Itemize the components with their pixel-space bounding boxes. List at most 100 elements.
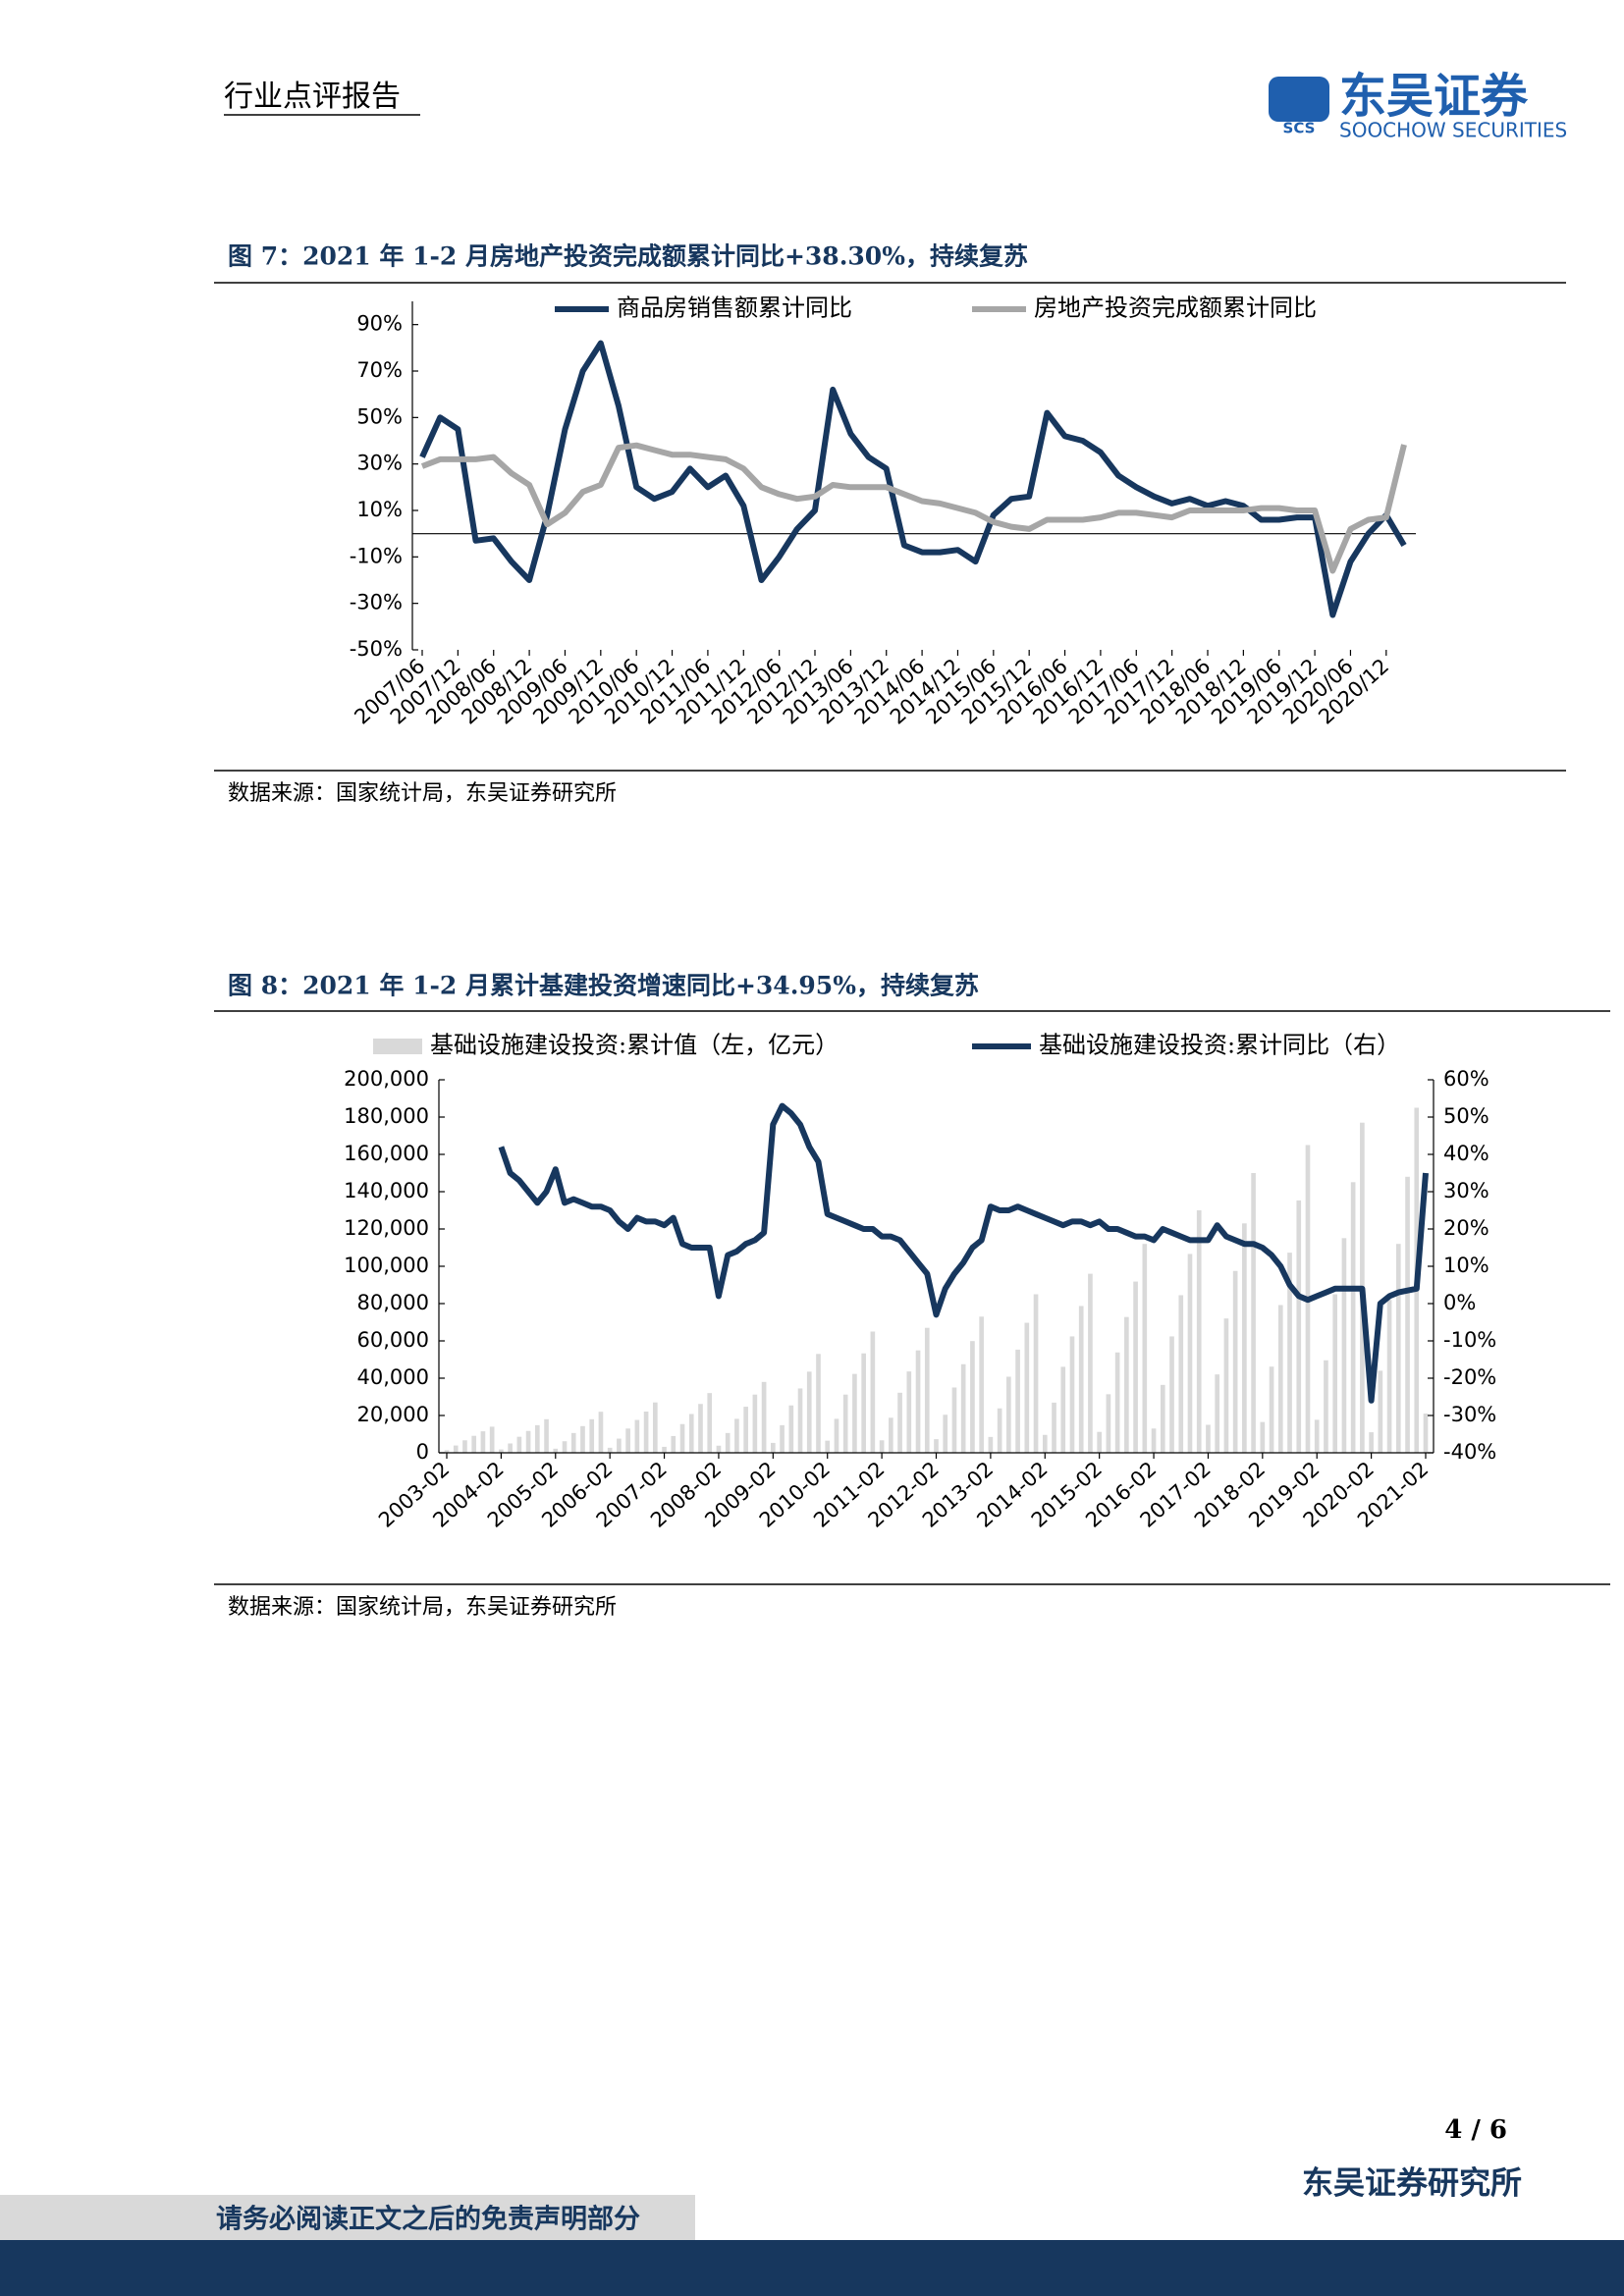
y-tick-label: -20% xyxy=(1443,1365,1496,1389)
bar xyxy=(1332,1294,1338,1453)
line-series xyxy=(420,442,1407,574)
bar xyxy=(752,1394,758,1453)
bar xyxy=(1423,1414,1429,1453)
bar xyxy=(462,1440,467,1453)
bar xyxy=(570,1432,576,1453)
bar xyxy=(806,1371,812,1453)
bar xyxy=(915,1350,921,1453)
bar xyxy=(834,1418,839,1453)
y-tick-label: 20% xyxy=(1443,1216,1489,1240)
bar xyxy=(1078,1306,1084,1453)
y-tick-label: -40% xyxy=(1443,1440,1496,1464)
bar xyxy=(1088,1273,1093,1453)
bar xyxy=(1060,1366,1066,1453)
bar xyxy=(852,1373,857,1453)
bar xyxy=(1133,1281,1138,1453)
bar xyxy=(1069,1336,1075,1453)
bar xyxy=(743,1407,748,1453)
y-tick-label: 60,000 xyxy=(357,1328,429,1352)
bar xyxy=(861,1353,866,1453)
bar xyxy=(1151,1428,1157,1453)
legend-label: 房地产投资完成额累计同比 xyxy=(1034,294,1317,322)
bar xyxy=(870,1331,876,1453)
bar xyxy=(761,1381,767,1453)
disclaimer: 请务必阅读正文之后的免责声明部分 xyxy=(216,2204,640,2235)
bar xyxy=(625,1428,630,1453)
figure-title: 图 8：2021 年 1-2 月累计基建投资增速同比+34.95%，持续复苏 xyxy=(228,972,979,1000)
bar xyxy=(734,1418,739,1453)
bar xyxy=(534,1424,540,1453)
bar xyxy=(988,1436,994,1453)
bar xyxy=(1405,1176,1410,1453)
bar xyxy=(1277,1305,1283,1453)
bar xyxy=(1206,1424,1211,1453)
bar xyxy=(1160,1384,1165,1453)
y-tick-label: 100,000 xyxy=(344,1254,429,1277)
source-note: 数据来源：国家统计局，东吴证券研究所 xyxy=(228,1595,617,1620)
y-tick-label: 40,000 xyxy=(357,1365,429,1389)
legend-swatch xyxy=(373,1039,422,1054)
bar xyxy=(979,1316,984,1453)
y-tick-label: 60% xyxy=(1443,1067,1489,1091)
y-tick-label: 50% xyxy=(356,404,403,428)
bar xyxy=(553,1448,559,1453)
bar xyxy=(1215,1374,1219,1453)
bar xyxy=(780,1424,785,1453)
page-number: 4 / 6 xyxy=(1444,2115,1507,2145)
bar xyxy=(480,1431,486,1453)
bar xyxy=(544,1418,549,1453)
bar xyxy=(1178,1295,1184,1453)
bar xyxy=(1015,1349,1020,1453)
bar xyxy=(1124,1316,1129,1453)
source-note: 数据来源：国家统计局，东吴证券研究所 xyxy=(228,781,617,806)
bar xyxy=(1324,1360,1328,1453)
bar xyxy=(816,1354,821,1453)
legend-label: 商品房销售额累计同比 xyxy=(617,294,852,322)
bar xyxy=(771,1442,776,1453)
bar xyxy=(879,1440,885,1453)
y-tick-label: 30% xyxy=(356,452,403,475)
y-tick-label: 120,000 xyxy=(344,1216,429,1240)
bar xyxy=(707,1393,713,1453)
bar xyxy=(1024,1322,1030,1453)
bar xyxy=(951,1387,957,1453)
legend-label: 基础设施建设投资:累计值（左，亿元） xyxy=(430,1032,839,1059)
bar xyxy=(997,1408,1002,1453)
logo-en: SOOCHOW SECURITIES xyxy=(1339,119,1567,142)
y-tick-label: 200,000 xyxy=(344,1067,429,1091)
footer-band xyxy=(0,2240,1624,2296)
bar xyxy=(934,1439,939,1453)
bar xyxy=(725,1432,731,1453)
bar xyxy=(716,1445,722,1453)
figure-title: 图 7：2021 年 1-2 月房地产投资完成额累计同比+38.30%，持续复苏 xyxy=(228,242,1028,271)
y-tick-label: 10% xyxy=(356,498,403,521)
bar xyxy=(525,1430,531,1453)
logo-icon xyxy=(1269,77,1329,122)
bar xyxy=(634,1419,640,1453)
bar xyxy=(1395,1244,1401,1453)
bar xyxy=(842,1394,848,1453)
bar xyxy=(679,1423,685,1453)
bar xyxy=(943,1415,948,1453)
footer-institute: 东吴证券研究所 xyxy=(1302,2164,1522,2202)
y-tick-label: 140,000 xyxy=(344,1179,429,1202)
bar xyxy=(471,1435,477,1453)
bar xyxy=(897,1392,902,1453)
bar xyxy=(1042,1434,1048,1453)
bar xyxy=(1033,1294,1039,1453)
y-tick-label: 0 xyxy=(416,1440,429,1464)
report-type: 行业点评报告 xyxy=(224,80,401,114)
bar xyxy=(960,1363,966,1453)
bar xyxy=(1287,1253,1292,1453)
bar xyxy=(562,1441,568,1453)
bar xyxy=(607,1447,613,1453)
bar xyxy=(788,1405,794,1453)
bar xyxy=(499,1449,504,1453)
bar xyxy=(1251,1173,1256,1453)
bar xyxy=(671,1435,677,1453)
bar xyxy=(617,1438,622,1453)
bar xyxy=(1314,1419,1320,1453)
bar xyxy=(508,1443,513,1453)
bar xyxy=(1196,1210,1202,1453)
bar xyxy=(1242,1223,1247,1453)
